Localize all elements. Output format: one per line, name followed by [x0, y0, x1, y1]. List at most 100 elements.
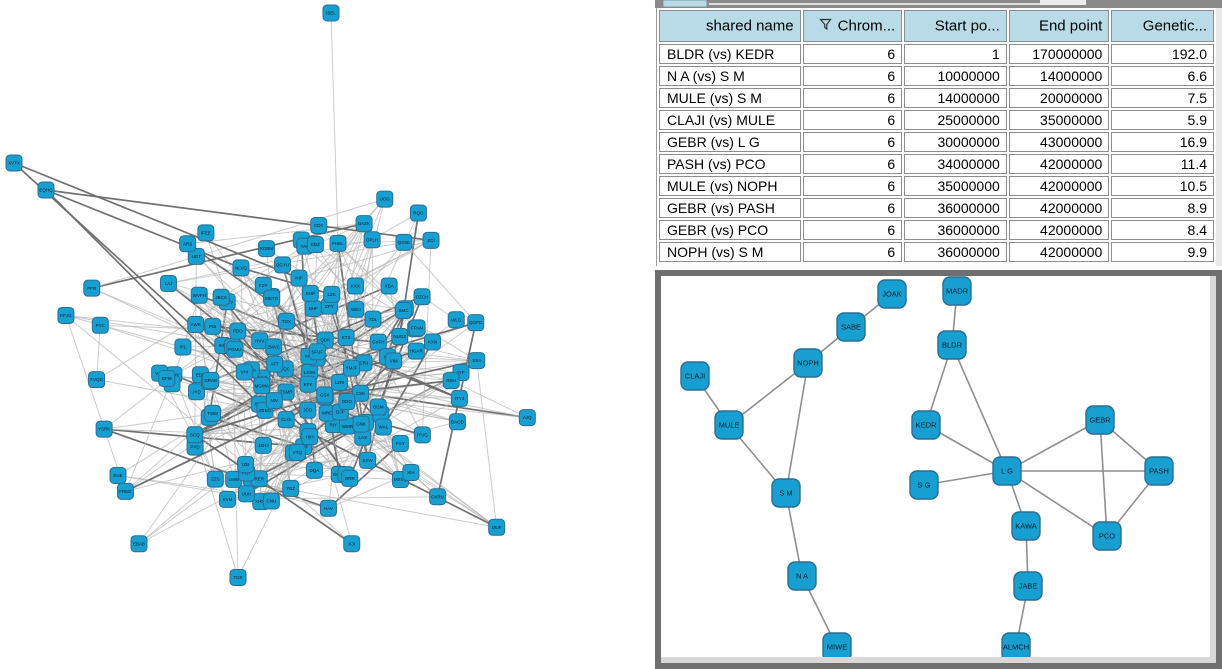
network-edge[interactable]	[196, 391, 326, 398]
network-node[interactable]: KTX	[337, 328, 355, 346]
network-edge-LG-PCO[interactable]	[1006, 470, 1108, 537]
network-node[interactable]: RQO	[409, 204, 427, 222]
network-node[interactable]: CNU	[262, 492, 280, 510]
network-edge[interactable]	[205, 232, 239, 332]
cell-value[interactable]: 6	[802, 88, 903, 108]
network-node[interactable]: ZCI	[422, 231, 440, 249]
network-node[interactable]: UOG	[376, 190, 394, 208]
network-edge[interactable]	[339, 372, 462, 383]
network-node-NA[interactable]: N A	[787, 561, 817, 591]
cell-value[interactable]: 36000000	[904, 198, 1007, 218]
network-edge[interactable]	[237, 446, 305, 578]
cell-value[interactable]: 14000000	[904, 88, 1007, 108]
network-node[interactable]: JZHJ	[254, 436, 272, 454]
network-node[interactable]: NUGZ	[391, 328, 409, 346]
network-node-BLDR[interactable]: BLDR	[937, 330, 967, 360]
network-edge[interactable]	[182, 296, 272, 348]
cell-value[interactable]: 34000000	[904, 154, 1007, 174]
network-edge[interactable]	[220, 245, 306, 298]
network-node[interactable]: IFEE	[197, 224, 215, 242]
table-row[interactable]: GEBR (vs) PCO 6 36000000 42000000 8.4	[659, 220, 1214, 240]
column-header-genetic[interactable]: Genetic...	[1111, 10, 1214, 42]
network-node[interactable]: TDX	[229, 568, 247, 586]
column-header-end-point[interactable]: End point	[1008, 10, 1110, 42]
network-node[interactable]: KFK	[299, 375, 317, 393]
network-node-SG[interactable]: S G	[909, 470, 939, 500]
network-node[interactable]: YBZ	[282, 479, 300, 497]
network-edge[interactable]	[233, 478, 497, 528]
network-edge[interactable]	[307, 310, 404, 385]
network-node[interactable]: IYVG	[413, 426, 431, 444]
network-node[interactable]: ITYJ	[450, 389, 468, 407]
network-node[interactable]: WVFH	[190, 286, 208, 304]
network-node[interactable]: PFR	[83, 279, 101, 297]
network-node[interactable]: TDL	[364, 310, 382, 328]
network-edge-LG-GEBR[interactable]	[1006, 419, 1101, 472]
network-node[interactable]: FVQD	[88, 371, 106, 389]
table-row[interactable]: MULE (vs) S M 6 14000000 20000000 7.5	[659, 88, 1214, 108]
network-node-SM[interactable]: S M	[771, 478, 801, 508]
cell-value[interactable]: 25000000	[904, 110, 1007, 130]
network-node[interactable]: HGAR	[407, 342, 425, 360]
cell-shared-name[interactable]: MULE (vs) NOPH	[659, 176, 801, 196]
network-node[interactable]: GSX	[316, 386, 334, 404]
network-edge[interactable]	[245, 459, 368, 465]
network-edge[interactable]	[410, 472, 497, 528]
network-node[interactable]: HVV	[251, 332, 269, 350]
network-node[interactable]: CLIS	[277, 411, 295, 429]
network-node[interactable]: AFT	[266, 355, 284, 373]
cell-value[interactable]: 42000000	[1008, 242, 1110, 262]
network-edge[interactable]	[314, 426, 384, 471]
network-edge[interactable]	[450, 380, 528, 419]
network-edge[interactable]	[245, 463, 411, 473]
network-node[interactable]: QGYU	[274, 256, 292, 274]
network-edge[interactable]	[125, 446, 304, 492]
network-edge-GEBR-PCO[interactable]	[1099, 419, 1108, 537]
network-edge[interactable]	[324, 243, 339, 397]
network-node-KEDR[interactable]: KEDR	[911, 410, 941, 440]
network-node[interactable]: LAJ	[159, 274, 177, 292]
network-node[interactable]: FSY	[391, 434, 409, 452]
network-node[interactable]: CKRU	[429, 488, 447, 506]
network-edge[interactable]	[96, 325, 101, 380]
cell-shared-name[interactable]: NOPH (vs) S M	[659, 242, 801, 262]
network-edge[interactable]	[273, 400, 292, 489]
network-node[interactable]: FZY	[254, 276, 272, 294]
network-edge[interactable]	[274, 363, 347, 475]
network-node[interactable]: SFUF	[308, 343, 326, 361]
network-node[interactable]: AJQ	[518, 409, 536, 427]
network-node[interactable]: XBA	[380, 277, 398, 295]
cell-value[interactable]: 1	[904, 44, 1007, 64]
network-node[interactable]: DFM	[158, 369, 176, 387]
network-edge[interactable]	[65, 315, 246, 465]
network-node[interactable]: JBCS	[212, 288, 230, 306]
network-node-PCO[interactable]: PCO	[1092, 521, 1122, 551]
network-node[interactable]: GVFH	[369, 333, 387, 351]
cell-value[interactable]: 42000000	[1008, 198, 1110, 218]
column-header-chromosome[interactable]: Chrom...	[802, 10, 903, 42]
network-edge[interactable]	[324, 239, 373, 397]
network-node-JOAK[interactable]: JOAK	[877, 279, 907, 309]
cell-value[interactable]: 6	[802, 44, 903, 64]
network-node[interactable]: SCQ	[186, 426, 204, 444]
cell-shared-name[interactable]: GEBR (vs) PCO	[659, 220, 801, 240]
network-node[interactable]: PYC	[91, 316, 109, 334]
cell-value[interactable]: 36000000	[904, 220, 1007, 240]
cell-value[interactable]: 6	[802, 154, 903, 174]
cell-shared-name[interactable]: CLAJI (vs) MULE	[659, 110, 801, 130]
network-node[interactable]: PDI	[204, 317, 222, 335]
network-node[interactable]: TOX	[277, 312, 295, 330]
network-edge[interactable]	[212, 412, 347, 476]
network-edge[interactable]	[124, 374, 175, 492]
table-row[interactable]: N A (vs) S M 6 10000000 14000000 6.6	[659, 66, 1214, 86]
network-node[interactable]: HIH	[301, 428, 319, 446]
column-header-shared-name[interactable]: shared name	[659, 10, 801, 42]
network-node[interactable]: METG	[263, 289, 281, 307]
network-edge[interactable]	[371, 239, 374, 320]
network-node[interactable]: HAV	[319, 499, 337, 517]
network-node[interactable]: GRAB	[202, 371, 220, 389]
cell-value[interactable]: 43000000	[1008, 132, 1110, 152]
network-edge[interactable]	[194, 434, 239, 578]
network-node[interactable]: TWM	[204, 404, 222, 422]
network-node[interactable]: FGMU	[226, 340, 244, 358]
